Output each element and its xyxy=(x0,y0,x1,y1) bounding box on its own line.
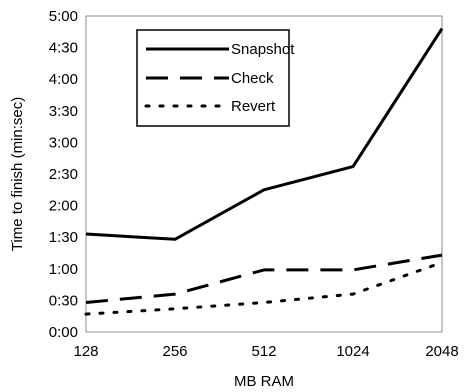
y-axis-ticks: 0:00 0:30 1:00 1:30 2:00 2:30 3:00 3:30 4:00 4:30… xyxy=(49,8,78,341)
series-line-revert xyxy=(84,261,444,316)
x-tick-label: 2048 xyxy=(425,343,458,360)
series-line-check xyxy=(85,253,443,304)
x-tick-label: 1024 xyxy=(336,343,369,360)
legend-label-check: Check xyxy=(231,70,274,87)
y-tick-label: 3:00 xyxy=(49,134,78,151)
y-tick-label: 4:30 xyxy=(49,40,78,57)
y-tick-label: 5:00 xyxy=(49,8,78,25)
series-line-snapshot xyxy=(85,27,444,241)
x-axis-ticks: 128 256 512 1024 2048 xyxy=(73,343,458,360)
x-axis-title: MB RAM xyxy=(234,373,294,390)
y-tick-label: 2:00 xyxy=(49,198,78,215)
y-tick-label: 3:30 xyxy=(49,103,78,120)
y-tick-label: 0:30 xyxy=(49,292,78,309)
x-tick-label: 512 xyxy=(251,343,276,360)
legend: Snapshot Check Revert xyxy=(136,29,295,127)
legend-label-revert: Revert xyxy=(231,98,276,115)
x-tick-label: 256 xyxy=(162,343,187,360)
y-tick-label: 1:30 xyxy=(49,229,78,246)
y-axis-title: Time to finish (min:sec) xyxy=(9,97,26,251)
y-tick-label: 4:00 xyxy=(49,71,78,88)
y-tick-label: 0:00 xyxy=(49,324,78,341)
y-tick-label: 1:00 xyxy=(49,261,78,278)
series-lines xyxy=(84,27,444,316)
y-tick-label: 2:30 xyxy=(49,166,78,183)
legend-label-snapshot: Snapshot xyxy=(231,41,295,58)
x-tick-label: 128 xyxy=(73,343,98,360)
